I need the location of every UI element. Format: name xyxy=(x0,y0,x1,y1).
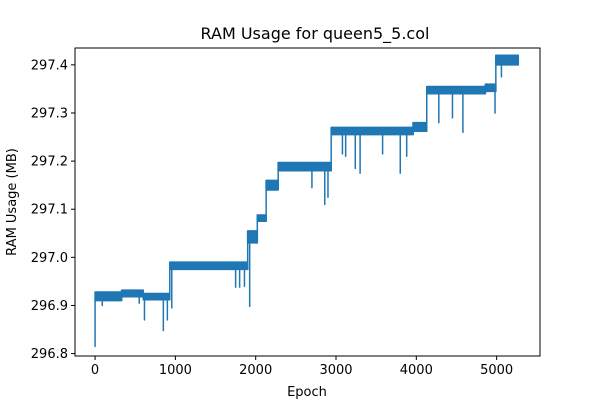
series-layer xyxy=(94,54,520,348)
y-tick-label: 297.1 xyxy=(31,203,68,218)
y-tick-label: 297.4 xyxy=(31,58,68,73)
series-level-band xyxy=(169,261,249,271)
series-level-band xyxy=(256,214,267,222)
y-axis: 296.8 296.9 297.0 297.1 297.2 297.3 297.4 xyxy=(31,58,75,362)
y-tick-label: 296.9 xyxy=(31,299,68,314)
x-tick-label: 3000 xyxy=(319,363,352,378)
series-level-band xyxy=(94,291,123,302)
x-tick-label: 4000 xyxy=(400,363,433,378)
y-axis-title: RAM Usage (MB) xyxy=(5,148,20,256)
chart-title: RAM Usage for queen5_5.col xyxy=(201,24,430,44)
x-tick-label: 0 xyxy=(91,363,99,378)
y-tick-label: 297.0 xyxy=(31,251,68,266)
series-level-band xyxy=(142,292,171,301)
series-level-band xyxy=(412,121,428,133)
x-tick-label: 2000 xyxy=(239,363,272,378)
series-level-band xyxy=(246,230,259,244)
x-axis: 0 1000 2000 3000 4000 5000 xyxy=(91,356,513,378)
series-level-band xyxy=(330,126,414,136)
series-level-band xyxy=(120,289,145,298)
y-tick-label: 297.2 xyxy=(31,155,68,170)
x-tick-label: 5000 xyxy=(480,363,513,378)
plot-frame xyxy=(74,47,541,357)
x-tick-label: 1000 xyxy=(159,363,192,378)
series-level-band xyxy=(495,54,520,66)
y-tick-label: 297.3 xyxy=(31,106,68,121)
series-level-band xyxy=(277,161,332,172)
x-axis-title: Epoch xyxy=(287,385,327,400)
y-tick-label: 296.8 xyxy=(31,347,68,362)
series-level-band xyxy=(484,83,497,93)
series-level-band xyxy=(426,85,487,95)
series-level-band xyxy=(265,179,279,191)
